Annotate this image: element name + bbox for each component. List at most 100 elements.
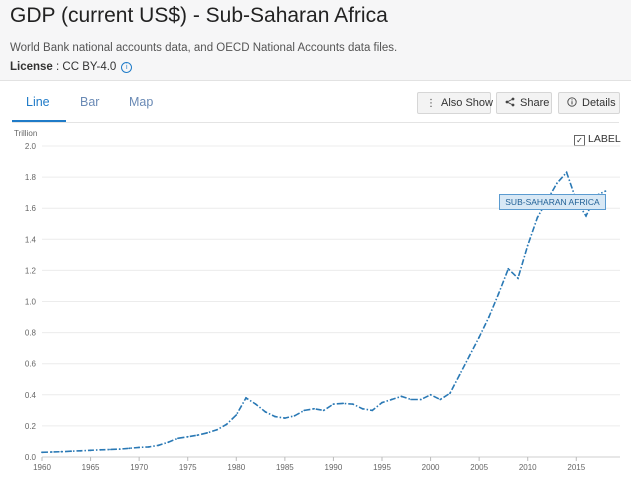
data-point[interactable] bbox=[303, 409, 306, 412]
data-point[interactable] bbox=[449, 392, 451, 395]
share-button[interactable]: Share bbox=[496, 92, 552, 114]
details-button[interactable]: Details bbox=[558, 92, 620, 114]
line-chart: Trillion 0.0 0.2 0.4 0.6 0.8 1.0 1.2 1.4 1.6 1.8 2.… bbox=[14, 129, 620, 472]
data-point[interactable] bbox=[148, 446, 150, 448]
share-label: Share bbox=[520, 97, 550, 109]
data-point[interactable] bbox=[196, 434, 199, 437]
x-tick-label: 1960 bbox=[33, 463, 51, 472]
data-point[interactable] bbox=[293, 414, 296, 417]
data-point[interactable] bbox=[167, 441, 170, 444]
y-tick-label: 1.8 bbox=[25, 173, 37, 182]
vertical-dots-icon: ⋮ bbox=[426, 97, 436, 109]
data-point[interactable] bbox=[264, 411, 267, 413]
data-point[interactable] bbox=[177, 437, 179, 440]
data-point[interactable] bbox=[507, 267, 510, 270]
data-point[interactable] bbox=[458, 373, 461, 376]
data-point[interactable] bbox=[420, 398, 422, 401]
data-point[interactable] bbox=[274, 415, 276, 418]
tab-bar[interactable]: Bar bbox=[80, 95, 100, 109]
data-point[interactable] bbox=[216, 428, 218, 431]
data-point[interactable] bbox=[99, 448, 102, 451]
series-label: SUB-SAHARAN AFRICA bbox=[499, 194, 606, 210]
data-point[interactable] bbox=[517, 277, 519, 280]
data-point[interactable] bbox=[89, 449, 92, 452]
data-point[interactable] bbox=[254, 403, 257, 405]
data-point[interactable] bbox=[41, 451, 43, 454]
data-point[interactable] bbox=[565, 171, 568, 174]
data-point[interactable] bbox=[381, 401, 383, 404]
tab-map[interactable]: Map bbox=[129, 95, 154, 109]
data-point[interactable] bbox=[322, 409, 325, 412]
data-point[interactable] bbox=[118, 448, 121, 450]
x-tick-label: 2015 bbox=[567, 463, 585, 472]
info-icon[interactable]: i bbox=[121, 62, 133, 73]
data-point[interactable] bbox=[60, 450, 63, 453]
y-tick-label: 2.0 bbox=[25, 142, 37, 151]
y-tick-label: 1.2 bbox=[25, 266, 37, 275]
y-tick-label: 0.4 bbox=[25, 391, 37, 400]
data-point[interactable] bbox=[332, 403, 335, 405]
y-tick-label: 1.4 bbox=[25, 235, 37, 244]
x-tick-label: 2010 bbox=[519, 463, 537, 472]
data-point[interactable] bbox=[313, 407, 315, 410]
data-point[interactable] bbox=[488, 316, 490, 318]
x-tick-label: 2005 bbox=[470, 463, 488, 472]
data-point[interactable] bbox=[497, 292, 500, 295]
x-tick-label: 1965 bbox=[82, 463, 100, 472]
data-point[interactable] bbox=[604, 190, 607, 192]
also-show-button[interactable]: ⋮ Also Show bbox=[417, 92, 493, 114]
y-tick-label: 0.0 bbox=[25, 453, 37, 462]
x-tick-label: 1980 bbox=[227, 463, 245, 472]
x-tick-label: 1990 bbox=[325, 463, 343, 472]
data-point[interactable] bbox=[50, 451, 53, 453]
data-point[interactable] bbox=[352, 403, 354, 405]
data-point[interactable] bbox=[70, 450, 72, 453]
data-point[interactable] bbox=[284, 417, 286, 419]
data-point[interactable] bbox=[157, 444, 160, 447]
data-point[interactable] bbox=[109, 448, 111, 451]
data-point[interactable] bbox=[371, 409, 374, 412]
x-tick-label: 1995 bbox=[373, 463, 391, 472]
data-point[interactable] bbox=[128, 447, 131, 450]
x-tick-label: 1985 bbox=[276, 463, 294, 472]
data-point[interactable] bbox=[80, 449, 82, 452]
info-circle-icon bbox=[567, 96, 577, 110]
data-point[interactable] bbox=[245, 397, 247, 399]
data-point[interactable] bbox=[410, 398, 412, 401]
data-point[interactable] bbox=[206, 432, 209, 434]
y-tick-label: 1.0 bbox=[25, 298, 37, 307]
x-tick-label: 1970 bbox=[130, 463, 148, 472]
y-tick-label: 0.6 bbox=[25, 360, 37, 369]
license-value: : CC BY-4.0 bbox=[52, 61, 117, 73]
share-icon bbox=[505, 97, 515, 110]
data-point[interactable] bbox=[225, 423, 228, 426]
details-label: Details bbox=[582, 97, 616, 109]
data-point[interactable] bbox=[186, 435, 189, 438]
data-point[interactable] bbox=[390, 398, 393, 401]
data-point[interactable] bbox=[429, 393, 432, 396]
y-tick-label: 0.2 bbox=[25, 422, 37, 431]
source-note: World Bank national accounts data, and O… bbox=[10, 42, 398, 54]
data-point[interactable] bbox=[478, 336, 480, 339]
data-point[interactable] bbox=[138, 446, 141, 449]
x-tick-label: 1975 bbox=[179, 463, 197, 472]
data-point[interactable] bbox=[468, 355, 471, 357]
y-tick-label: 1.6 bbox=[25, 204, 37, 213]
tabs-divider bbox=[12, 122, 619, 123]
data-point[interactable] bbox=[439, 398, 442, 401]
data-point[interactable] bbox=[361, 407, 364, 410]
active-tab-indicator bbox=[12, 120, 66, 122]
license-line: License : CC BY-4.0 i bbox=[10, 61, 133, 73]
x-tick-label: 2000 bbox=[422, 463, 440, 472]
data-point[interactable] bbox=[556, 182, 558, 185]
data-point[interactable] bbox=[526, 244, 529, 247]
data-point[interactable] bbox=[342, 402, 344, 405]
also-show-label: Also Show bbox=[441, 97, 493, 109]
tab-line[interactable]: Line bbox=[26, 95, 50, 109]
data-point[interactable] bbox=[400, 395, 403, 398]
data-point[interactable] bbox=[235, 414, 238, 416]
page-title: GDP (current US$) - Sub-Saharan Africa bbox=[10, 4, 388, 27]
data-point[interactable] bbox=[536, 216, 539, 219]
license-label: License bbox=[10, 61, 53, 73]
data-point[interactable] bbox=[585, 215, 587, 217]
